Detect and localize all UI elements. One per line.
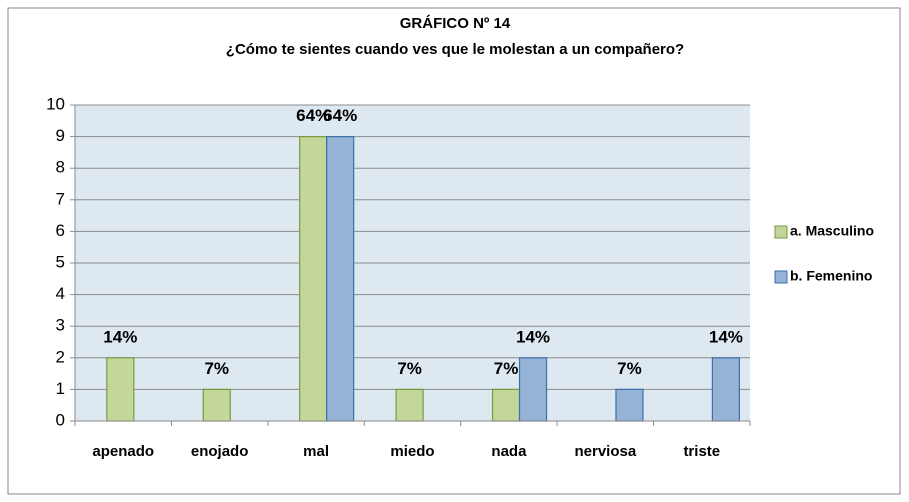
- y-tick-label: 1: [56, 379, 65, 398]
- y-tick-label: 8: [56, 158, 65, 177]
- legend-swatch: [774, 270, 788, 284]
- data-label: 64%: [323, 106, 357, 125]
- bar: [326, 136, 355, 422]
- data-label: 14%: [709, 327, 743, 346]
- bar: [711, 357, 740, 422]
- y-tick-label: 3: [56, 316, 65, 335]
- chart-subtitle: ¿Cómo te sientes cuando ves que le moles…: [226, 41, 684, 58]
- y-tick-label: 4: [56, 284, 65, 303]
- bar: [202, 388, 231, 422]
- data-label: 14%: [103, 327, 137, 346]
- y-tick-label: 10: [46, 94, 65, 113]
- chart-title: GRÁFICO Nº 14: [400, 15, 511, 32]
- x-tick-label: apenado: [92, 443, 154, 460]
- legend-label: a. Masculino: [790, 223, 874, 239]
- x-tick-label: mal: [303, 443, 329, 460]
- data-label: 14%: [516, 327, 550, 346]
- x-tick-label: triste: [683, 443, 720, 460]
- bar: [395, 388, 424, 422]
- bar: [615, 388, 644, 422]
- y-tick-label: 2: [56, 347, 65, 366]
- x-tick-label: nerviosa: [575, 443, 637, 460]
- data-label: 7%: [397, 359, 422, 378]
- y-tick-label: 7: [56, 189, 65, 208]
- x-tick-label: enojado: [191, 443, 249, 460]
- data-label: 7%: [204, 359, 229, 378]
- y-tick-label: 0: [56, 410, 65, 429]
- data-label: 7%: [617, 359, 642, 378]
- legend-swatch: [774, 225, 788, 239]
- bar: [518, 357, 548, 422]
- y-tick-label: 5: [56, 252, 65, 271]
- y-tick-label: 9: [56, 126, 65, 145]
- legend-label: b. Femenino: [790, 268, 872, 284]
- x-tick-label: miedo: [390, 443, 434, 460]
- data-label: 64%: [296, 106, 330, 125]
- y-tick-label: 6: [56, 221, 65, 240]
- data-label: 7%: [494, 359, 519, 378]
- bar: [299, 136, 328, 422]
- x-tick-label: nada: [491, 443, 527, 460]
- bar: [491, 388, 521, 422]
- bar: [106, 357, 135, 422]
